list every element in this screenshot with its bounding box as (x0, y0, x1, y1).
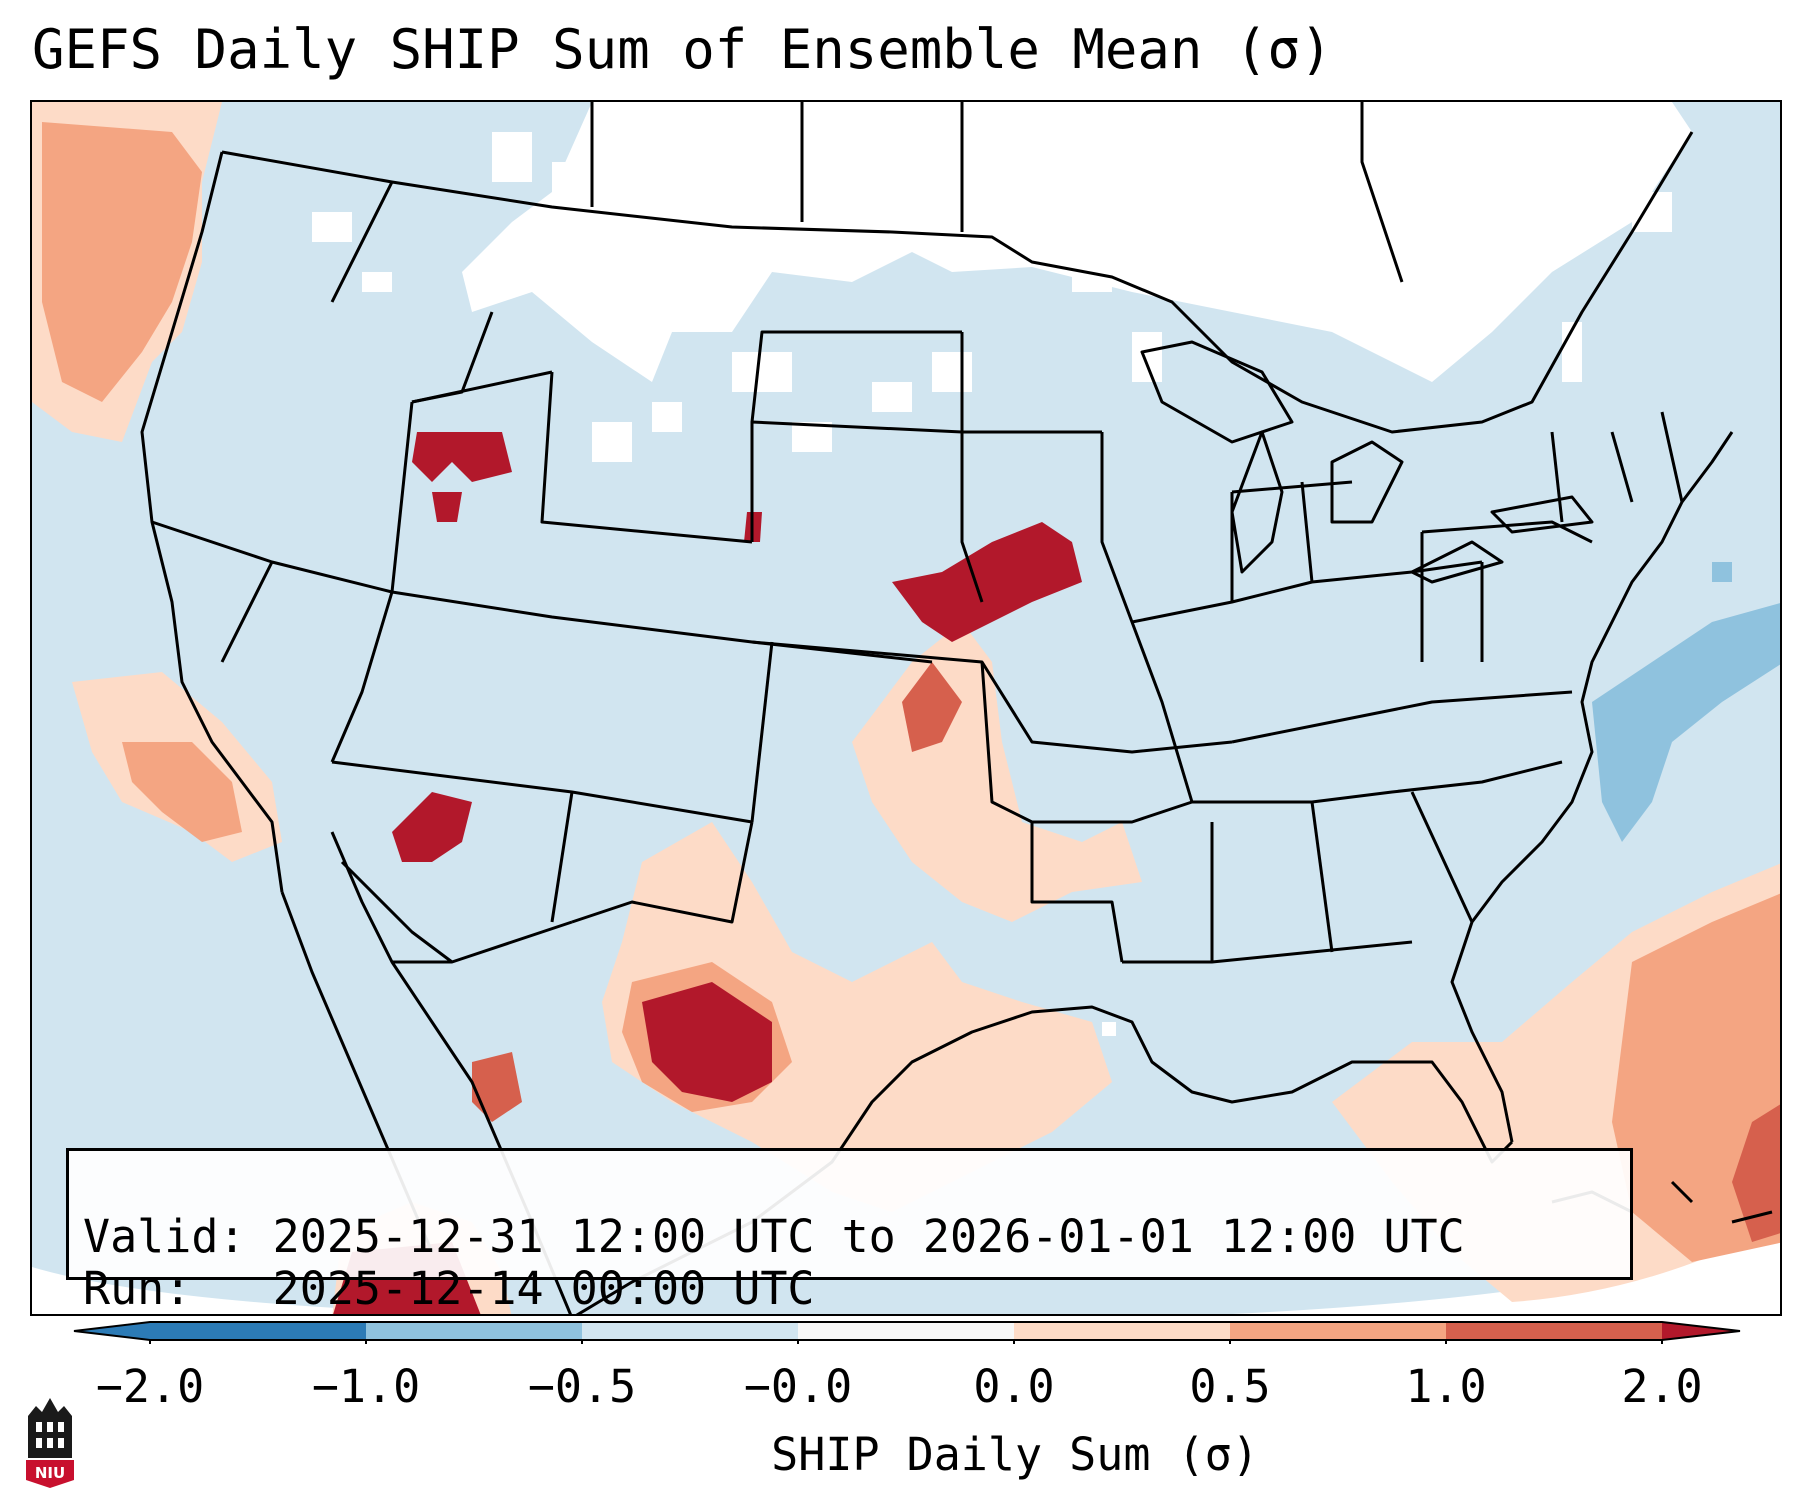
logo-text: NIU (35, 1464, 65, 1482)
map-panel[interactable] (30, 100, 1782, 1316)
colorbar (73, 1321, 1741, 1344)
anomaly-red-missouri (892, 522, 1082, 642)
boundaries (140, 102, 1773, 1314)
run-label: Run: (83, 1262, 192, 1315)
colorbar-tick-label: −1.0 (311, 1360, 421, 1413)
colorbar-extend-low (74, 1322, 150, 1340)
anomaly-blue-atlantic-2 (1712, 562, 1732, 582)
anomaly-red-idaho (412, 432, 512, 482)
colorbar-tick-label: −2.0 (95, 1360, 205, 1413)
colorbar-tick-label: 0.0 (973, 1360, 1055, 1413)
map-title: GEFS Daily SHIP Sum of Ensemble Mean (σ) (32, 18, 1333, 81)
valid-label: Valid: (83, 1210, 246, 1263)
colorbar-tick-label: 1.0 (1405, 1360, 1487, 1413)
colorbar-bin-05-1 (1230, 1322, 1446, 1340)
map-canvas (32, 102, 1780, 1314)
anomaly-red-arizona (392, 792, 472, 862)
colorbar-tick-label: −0.0 (743, 1360, 853, 1413)
niu-logo: NIU (26, 1398, 74, 1488)
zero-speckles (312, 132, 1672, 1036)
valid-run-info-box: Valid: 2025-12-31 12:00 UTC to 2026-01-0… (66, 1148, 1633, 1315)
colorbar-bin-1-2 (1446, 1322, 1662, 1340)
anomaly-salmon-pacific-nw (42, 122, 202, 402)
anomaly-red-texas (642, 982, 772, 1102)
colorbar-bin-0-0 (798, 1322, 1014, 1340)
colorbar-bin-0-05 (1014, 1322, 1230, 1340)
colorbar-tick-label: 0.5 (1189, 1360, 1271, 1413)
anomaly-pink-texas (602, 822, 1112, 1212)
colorbar-bin-neg2-neg1 (150, 1322, 366, 1340)
anomaly-red-idaho-2 (432, 492, 462, 522)
anomaly-blue-atlantic (1592, 603, 1780, 842)
anomaly-salmon-kansas (902, 662, 962, 752)
colorbar-bin-neg05-0 (582, 1322, 798, 1340)
anomaly-red-mexico (472, 1052, 522, 1122)
colorbar-bin-neg1-neg05 (366, 1322, 582, 1340)
colorbar-extend-high (1662, 1322, 1740, 1340)
anomaly-salmon-baja (122, 742, 242, 842)
colorbar-tick-label: 2.0 (1621, 1360, 1703, 1413)
anomaly-red-caribbean (1732, 1104, 1780, 1242)
colorbar-label: SHIP Daily Sum (σ) (771, 1428, 1259, 1481)
run-value: 2025-12-14 00:00 UTC (272, 1262, 815, 1315)
valid-value: 2025-12-31 12:00 UTC to 2026-01-01 12:00… (272, 1210, 1465, 1263)
colorbar-tick-label: −0.5 (527, 1360, 637, 1413)
